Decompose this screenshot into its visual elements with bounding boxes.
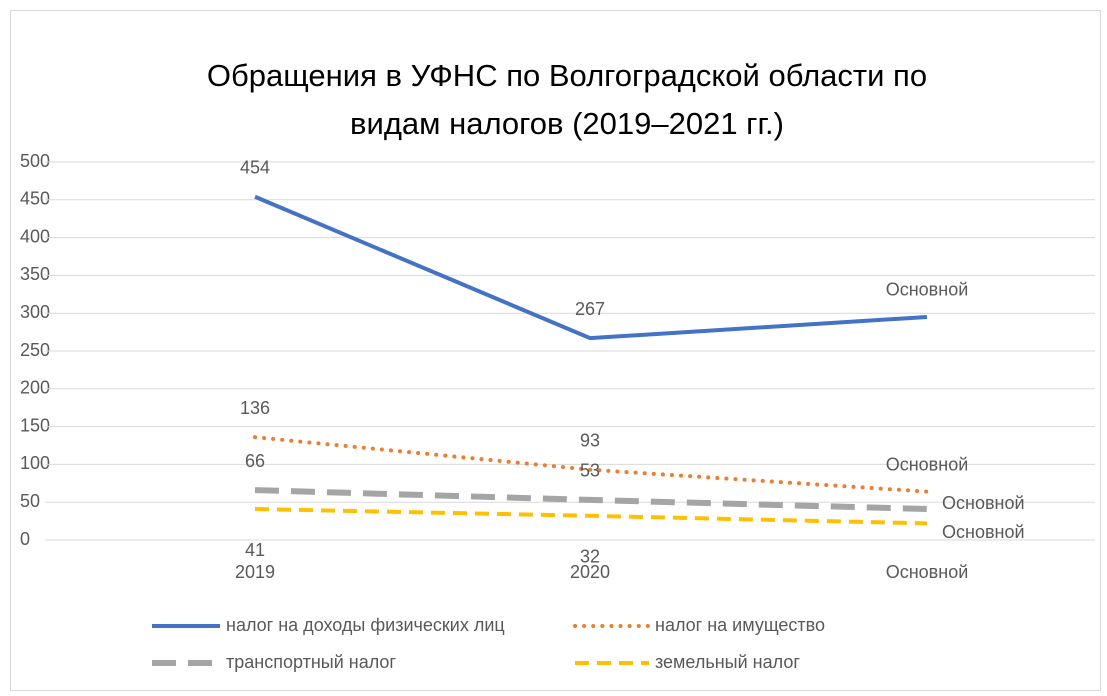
- legend-label: налог на доходы физических лиц: [226, 615, 505, 635]
- y-tick-label: 200: [20, 378, 50, 398]
- y-tick-label: 400: [20, 226, 50, 246]
- series-line: [254, 487, 928, 513]
- data-label: 66: [245, 451, 265, 471]
- data-label: 53: [580, 461, 600, 481]
- chart-title: Обращения в УФНС по Волгоградской област…: [207, 58, 927, 93]
- chart-title: видам налогов (2019–2021 гг.): [350, 106, 784, 141]
- series-line: [253, 435, 929, 494]
- data-label: 93: [580, 430, 600, 450]
- data-label: Основной: [886, 454, 969, 474]
- y-tick-label: 0: [20, 529, 30, 549]
- y-tick-label: 100: [20, 453, 50, 473]
- data-label: 454: [240, 158, 270, 178]
- data-label: 32: [580, 547, 600, 567]
- data-label: 267: [575, 299, 605, 319]
- data-label: 136: [240, 398, 270, 418]
- y-tick-label: 500: [20, 151, 50, 171]
- y-tick-label: 250: [20, 340, 50, 360]
- series-line: [254, 507, 928, 526]
- series-line: [254, 194, 928, 341]
- legend-label: транспортный налог: [226, 652, 396, 672]
- data-label: 41: [245, 540, 265, 560]
- y-tick-label: 450: [20, 189, 50, 209]
- legend-label: налог на имущество: [655, 615, 825, 635]
- data-label: Основной: [942, 493, 1025, 513]
- x-tick-label: 2020: [570, 562, 610, 582]
- legend-label: земельный налог: [655, 652, 800, 672]
- y-tick-label: 300: [20, 302, 50, 322]
- data-label: Основной: [942, 522, 1025, 542]
- y-tick-label: 350: [20, 264, 50, 284]
- x-tick-label: 2019: [235, 562, 275, 582]
- y-tick-label: 50: [20, 491, 40, 511]
- data-label: Основной: [886, 280, 969, 300]
- x-tick-label: Основной: [886, 562, 969, 582]
- y-tick-label: 150: [20, 415, 50, 435]
